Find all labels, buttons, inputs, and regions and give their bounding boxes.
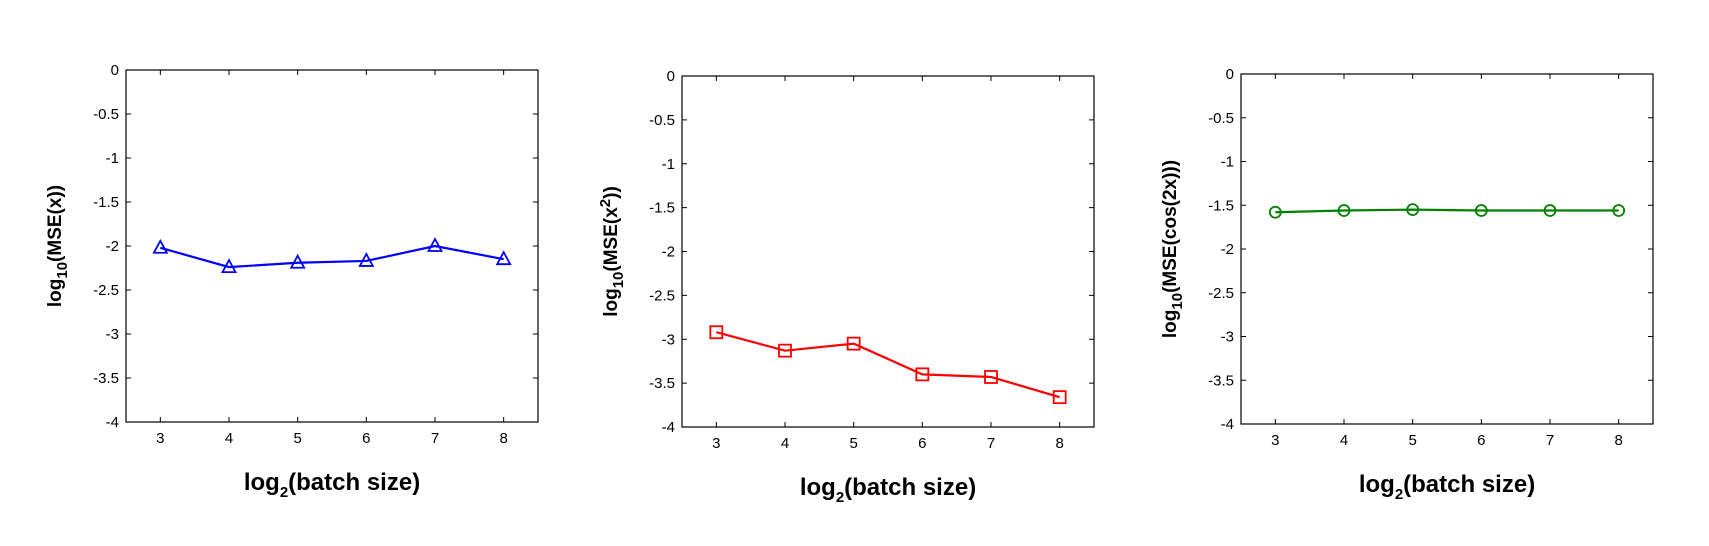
x-tick-label: 4: [1340, 432, 1348, 449]
y-tick-label: -3.5: [93, 370, 119, 387]
y-axis-label: log10(MSE(cos(2x))): [1160, 160, 1186, 338]
data-point: [1268, 205, 1282, 219]
y-tick-label: 0: [1226, 66, 1234, 83]
x-tick-label: 6: [918, 435, 926, 452]
y-tick-label: 0: [667, 68, 675, 85]
y-tick-label: -4: [662, 419, 675, 436]
x-axis-label: log2(batch size): [244, 469, 420, 501]
x-tick-label: 6: [1477, 432, 1485, 449]
y-tick-label: -0.5: [649, 112, 675, 129]
plot-frame: [681, 75, 1095, 428]
x-tick-label: 4: [225, 430, 233, 447]
y-tick-label: -1.5: [93, 194, 119, 211]
y-tick-label: -2: [662, 244, 675, 261]
y-tick-label: -2.5: [1208, 285, 1234, 302]
y-tick-label: -1: [106, 150, 119, 167]
y-tick-label: -2.5: [93, 282, 119, 299]
x-axis-label: log2(batch size): [1359, 471, 1535, 503]
y-tick-label: -2: [1221, 241, 1234, 258]
y-tick-label: -0.5: [93, 106, 119, 123]
x-tick-label: 3: [712, 435, 720, 452]
data-point: [1052, 390, 1067, 405]
series-line: [1275, 208, 1619, 214]
x-tick-label: 3: [1271, 432, 1279, 449]
data-point: [1337, 204, 1351, 217]
y-tick-label: 0: [111, 62, 119, 79]
y-tick-label: -1: [662, 156, 675, 173]
x-tick-label: 8: [1055, 435, 1063, 452]
y-tick-label: -1.5: [649, 200, 675, 217]
y-tick-label: -3.5: [1208, 372, 1234, 389]
y-tick-label: -3.5: [649, 375, 675, 392]
data-point: [289, 253, 306, 269]
y-axis-label: log10(MSE(x)): [45, 185, 71, 307]
series-line: [160, 244, 504, 269]
series-line: [716, 331, 1060, 399]
data-point: [1406, 203, 1420, 217]
chart-panel-2: 3 4 5 6 7 8 0 -0.5 -1 -1.5 -2 -2.5 -3 -3.5 -4 log2(batc…: [597, 68, 1095, 506]
data-point: [152, 238, 169, 254]
y-tick-label: -1: [1221, 154, 1234, 171]
y-tick-label: -0.5: [1208, 110, 1234, 127]
chart-panel-1: 3 4 5 6 7 8 0 -0.5 -1 -1.5 -2 -2.5 -3 -3.5 -4 log2(batc…: [45, 62, 539, 501]
x-tick-label: 7: [1546, 432, 1554, 449]
y-tick-label: -2: [106, 238, 119, 255]
chart-panel-3: 3 4 5 6 7 8 0 -0.5 -1 -1.5 -2 -2.5 -3 -3.5 -4 log2(batc…: [1160, 66, 1654, 503]
x-tick-label: 4: [781, 435, 789, 452]
y-tick-label: -1.5: [1208, 197, 1234, 214]
data-point: [220, 258, 238, 274]
x-tick-label: 5: [1408, 432, 1416, 449]
data-point: [1612, 204, 1626, 217]
plot-frame: [1240, 73, 1654, 425]
y-tick-label: -3: [106, 326, 119, 343]
plot-frame: [125, 69, 539, 423]
data-point: [495, 250, 512, 266]
data-point: [709, 325, 724, 340]
y-tick-label: -3: [662, 331, 675, 348]
data-point: [984, 370, 998, 384]
x-tick-label: 6: [362, 430, 370, 447]
data-point: [915, 367, 930, 382]
data-point: [358, 252, 375, 267]
data-point: [1474, 204, 1488, 217]
y-tick-label: -3: [1221, 329, 1234, 346]
y-tick-label: -2.5: [649, 287, 675, 304]
data-point: [426, 237, 444, 252]
x-axis-label: log2(batch size): [800, 474, 976, 506]
x-tick-label: 7: [431, 430, 439, 447]
y-axis-label: log10(MSE(x2)): [597, 186, 627, 317]
y-tick-label: -4: [106, 414, 119, 431]
y-tick-label: -4: [1221, 416, 1234, 433]
x-tick-label: 8: [1614, 432, 1622, 449]
x-tick-label: 7: [987, 435, 995, 452]
x-tick-label: 3: [156, 430, 164, 447]
data-point: [778, 343, 792, 358]
data-point: [1543, 204, 1557, 217]
x-tick-label: 5: [293, 430, 301, 447]
x-tick-label: 5: [849, 435, 857, 452]
x-tick-label: 8: [499, 430, 507, 447]
data-point: [846, 336, 861, 351]
